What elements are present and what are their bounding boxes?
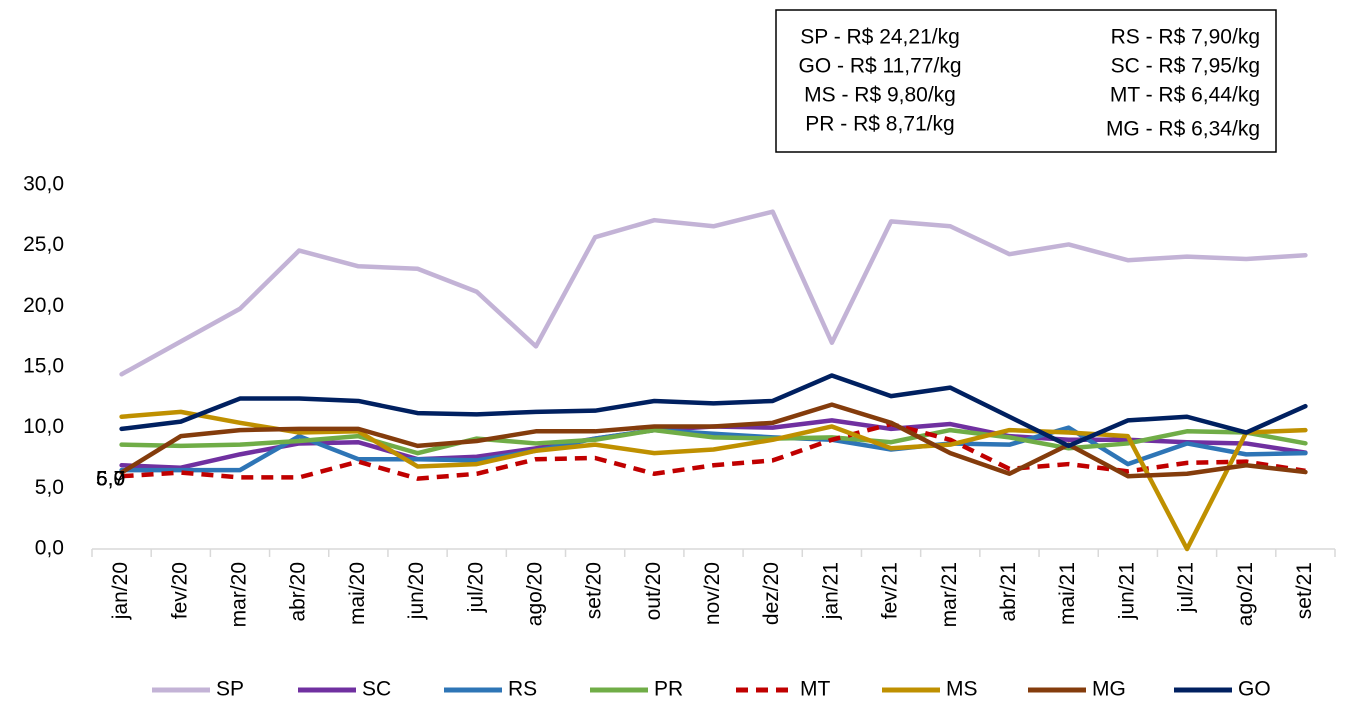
legend-label: MG	[1092, 678, 1126, 701]
x-tick-label: ago/20	[523, 562, 546, 626]
x-tick-label: jan/20	[109, 562, 132, 620]
legend-label: GO	[1238, 678, 1271, 701]
x-tick-label: mar/21	[938, 562, 961, 627]
x-tick-label: set/21	[1293, 562, 1316, 619]
price-label: PR - R$ 8,71/kg	[805, 113, 954, 136]
legend-label: MS	[946, 678, 978, 701]
series-line	[119, 402, 1308, 479]
x-tick-label: set/20	[583, 562, 606, 619]
y-tick-label: 25,0	[23, 233, 64, 256]
y-tick-label: 10,0	[23, 415, 64, 438]
x-tick-label: jun/21	[1115, 562, 1138, 620]
x-tick-label: dez/20	[760, 562, 783, 625]
series-line	[121, 421, 1306, 481]
x-tick-label: mai/20	[346, 562, 369, 625]
x-tick-label: fev/20	[168, 562, 191, 619]
x-tick-label: nov/20	[701, 562, 724, 625]
price-label: SC - R$ 7,95/kg	[1111, 55, 1260, 78]
series-line	[119, 427, 1308, 456]
series-line	[119, 373, 1308, 449]
y-tick-label: 5,0	[35, 476, 64, 499]
x-tick-label: abr/21	[997, 562, 1020, 622]
price-label: SP - R$ 24,21/kg	[800, 26, 960, 49]
annotation: 5,9	[96, 468, 125, 491]
price-box	[775, 9, 1277, 153]
price-label: MT - R$ 6,44/kg	[1110, 84, 1260, 107]
price-label: MG - R$ 6,34/kg	[1106, 118, 1260, 141]
y-tick-label: 30,0	[23, 173, 64, 196]
legend-label: SP	[216, 678, 244, 701]
x-tick-label: jul/20	[464, 562, 487, 613]
y-tick-label: 15,0	[23, 355, 64, 378]
legend-label: PR	[654, 678, 683, 701]
x-tick-label: mai/21	[1056, 562, 1079, 625]
x-tick-label: jun/20	[405, 562, 428, 620]
x-tick-label: out/20	[642, 562, 665, 620]
y-tick-label: 20,0	[23, 294, 64, 317]
x-tick-label: mar/20	[228, 562, 251, 627]
price-label: GO - R$ 11,77/kg	[798, 55, 961, 78]
series-line	[119, 425, 1308, 473]
price-label: MS - R$ 9,80/kg	[804, 84, 956, 107]
x-tick-label: fev/21	[879, 562, 902, 619]
x-tick-label: abr/20	[287, 562, 310, 622]
annotation: 6,0	[96, 468, 125, 491]
annotation: 5,7	[96, 468, 125, 491]
price-label: RS - R$ 7,90/kg	[1111, 26, 1260, 49]
y-tick-label: 0,0	[35, 537, 64, 560]
x-tick-label: jul/21	[1175, 562, 1198, 613]
legend-label: RS	[508, 678, 537, 701]
x-tick-label: jan/21	[819, 562, 842, 620]
series-line	[119, 209, 1308, 377]
series-line	[119, 409, 1308, 552]
x-tick-label: ago/21	[1234, 562, 1257, 626]
legend-label: MT	[800, 678, 830, 701]
legend-label: SC	[362, 678, 391, 701]
